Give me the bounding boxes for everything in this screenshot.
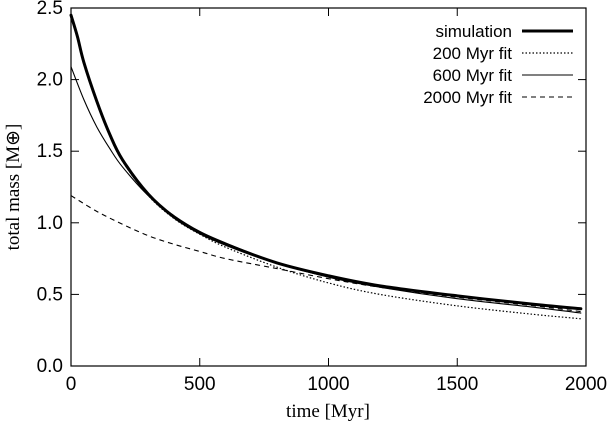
x-tick-label: 1000 xyxy=(307,374,349,395)
x-tick-label: 500 xyxy=(184,374,216,395)
series-line-4 xyxy=(70,195,581,313)
series-lines xyxy=(69,13,583,320)
y-axis-label: total mass [M⊕] xyxy=(3,124,24,251)
y-tick-label: 1.5 xyxy=(37,141,63,162)
legend-label: 2000 Myr fit xyxy=(423,88,512,107)
x-tick-label: 2000 xyxy=(565,374,607,395)
x-axis-ticks: 0 500 1000 1500 2000 xyxy=(66,8,607,395)
legend: simulation 200 Myr fit 600 Myr fit 2000 Myr… xyxy=(423,22,573,107)
legend-label: 200 Myr fit xyxy=(433,44,513,63)
y-tick-label: 2.5 xyxy=(37,0,63,19)
y-tick-label: 0.5 xyxy=(37,284,63,305)
y-tick-label: 2.0 xyxy=(37,70,63,91)
legend-label: 600 Myr fit xyxy=(433,66,513,85)
series-line-1 xyxy=(69,13,583,311)
y-tick-label: 1.0 xyxy=(37,213,63,234)
legend-label: simulation xyxy=(435,22,512,41)
plot-area: 0 500 1000 1500 2000 0.0 0.5 1.0 1.5 2.0 2.5 simu… xyxy=(37,0,608,395)
y-axis-ticks: 0.0 0.5 1.0 1.5 2.0 2.5 xyxy=(37,0,586,377)
y-tick-label: 0.0 xyxy=(37,356,63,377)
x-tick-label: 1500 xyxy=(436,374,478,395)
x-tick-label: 0 xyxy=(66,374,77,395)
x-axis-label: time [Myr] xyxy=(286,401,370,422)
